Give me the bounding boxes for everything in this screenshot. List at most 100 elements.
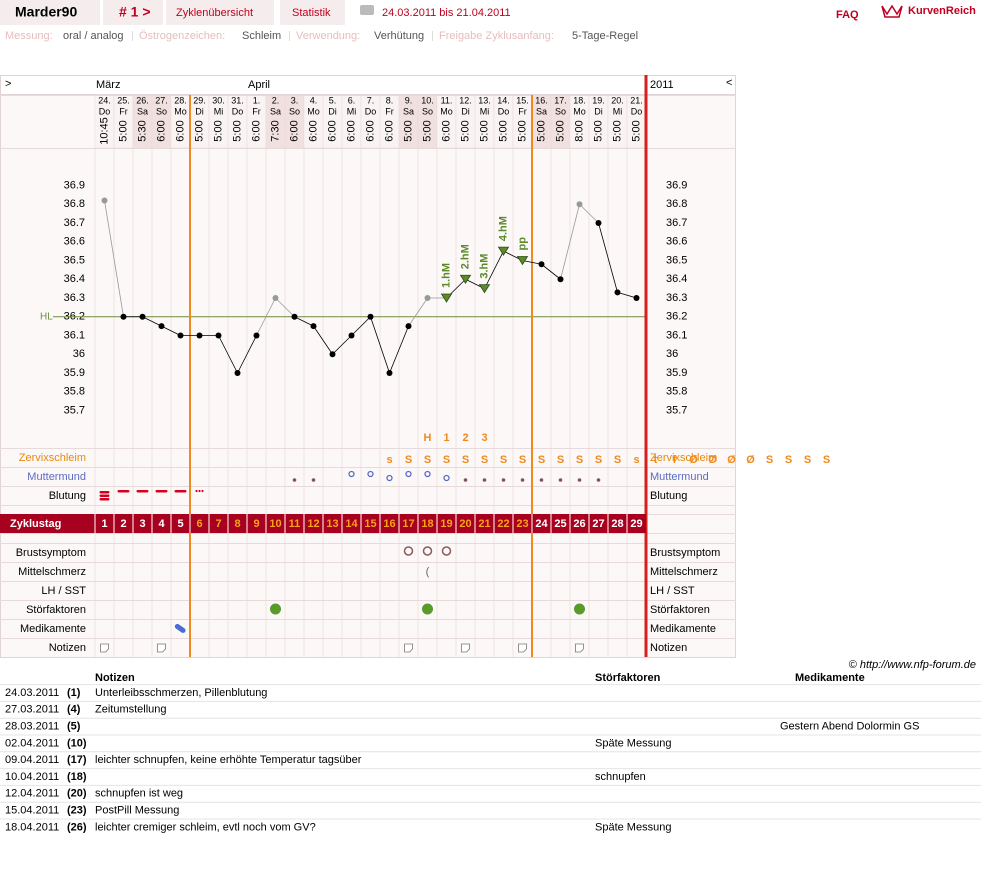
curve-segment (579, 203, 599, 224)
cycle-day: 10 (269, 518, 281, 530)
mucus-symbol: S (766, 454, 773, 466)
faq-link[interactable]: FAQ (836, 9, 859, 21)
note-icon[interactable] (100, 643, 109, 653)
setting-label: Östrogenzeichen: (139, 30, 225, 42)
copyright: © http://www.nfp-forum.de (849, 659, 976, 671)
table-cell: 15.04.2011 (5, 805, 59, 817)
table-cell: (20) (67, 788, 87, 800)
year: 2011 (650, 79, 674, 91)
day-weekday: Do (99, 106, 111, 116)
marker-triangle (459, 274, 472, 285)
cycle-day: 27 (592, 518, 604, 530)
note-icon[interactable] (157, 643, 166, 653)
cycle-day: 22 (497, 518, 509, 530)
setting-value: Verhütung (374, 30, 424, 42)
temperature-point (595, 220, 602, 226)
day-date: 6. (348, 95, 356, 105)
row-label: Medikamente (20, 623, 86, 635)
note-icon[interactable] (518, 643, 527, 653)
note-icon[interactable] (404, 643, 413, 653)
table-cell: schnupfen ist weg (95, 788, 183, 800)
day-time: 5:00 (459, 120, 471, 141)
cycle-day: 23 (516, 518, 528, 530)
cycle-day: 11 (289, 518, 301, 530)
cycle-nav[interactable]: # 1 > (119, 4, 151, 20)
notes-table: Notizen Störfaktoren Medikamente 24.03.2011… (0, 672, 981, 833)
separator (432, 31, 433, 41)
row-label-right: Medikamente (650, 623, 716, 635)
mucus-symbol: S (785, 454, 792, 466)
cervix-symbol (348, 470, 355, 478)
curve-segment (617, 291, 637, 299)
month-label: März (96, 79, 120, 91)
mucus-symbol: S (557, 454, 564, 466)
mucus-symbol: Ø (708, 454, 717, 466)
day-weekday: Di (328, 106, 337, 116)
mucus-symbol: S (405, 454, 412, 466)
user-name: Marder90 (15, 4, 77, 20)
day-date: 19. (592, 95, 605, 105)
cervix-symbol (577, 478, 582, 482)
month-label: April (248, 79, 270, 91)
cycle-day: 3 (139, 518, 145, 530)
day-weekday: Do (232, 106, 244, 116)
note-icon[interactable] (461, 643, 470, 653)
cycle-day: 21 (478, 518, 490, 530)
table-cell: schnupfen (595, 771, 646, 783)
day-date: 11. (441, 95, 453, 105)
table-cell: (4) (67, 704, 81, 716)
y-tick-label-right: 36.9 (666, 179, 687, 191)
tab-box[interactable] (166, 0, 274, 25)
day-weekday: Sa (536, 106, 547, 116)
day-weekday: Mi (347, 106, 357, 116)
curve-segment (161, 325, 181, 336)
table-cell: 28.03.2011 (5, 721, 59, 733)
day-time: 6:00 (250, 120, 262, 141)
nav-prev[interactable]: > (5, 78, 11, 90)
y-tick-label: 35.7 (64, 404, 85, 416)
row-label: Muttermund (27, 471, 86, 483)
nav-next[interactable]: < (726, 77, 732, 89)
day-date: 20. (611, 95, 624, 105)
tab[interactable]: Zyklenübersicht (176, 7, 253, 19)
note-icon[interactable] (575, 643, 584, 653)
curve-segment (332, 335, 352, 355)
curve-segment (313, 325, 333, 355)
setting-value: oral / analog (63, 30, 124, 42)
marker-triangle (497, 246, 510, 256)
day-date: 18. (573, 95, 586, 105)
breast-icon (441, 546, 452, 556)
tab-box[interactable] (280, 0, 345, 25)
cervix-symbol (424, 470, 431, 478)
row-label-right: Muttermund (650, 471, 709, 483)
brand[interactable]: KurvenReich (908, 5, 976, 17)
mucus-symbol: S (443, 454, 450, 466)
day-weekday: Fr (119, 106, 128, 116)
cervix-symbol (311, 478, 316, 482)
print-icon[interactable] (360, 5, 374, 15)
day-date: 9. (405, 95, 413, 105)
day-time: 5:30 (136, 120, 148, 141)
mucus-symbol: Ø (746, 454, 755, 466)
mucus-symbol: s (386, 454, 392, 466)
y-tick-label: 35.9 (64, 367, 85, 379)
mucus-symbol: S (500, 454, 507, 466)
cervix-symbol (386, 474, 393, 482)
cycle-day: 24 (535, 518, 548, 530)
bleeding-mark (99, 498, 110, 501)
tab[interactable]: Statistik (292, 7, 331, 19)
cycle-day: 2 (120, 518, 126, 530)
curve-segment (560, 204, 580, 280)
day-date: 14. (497, 95, 510, 105)
brand-icon (881, 4, 903, 18)
mucus-symbol: S (823, 454, 830, 466)
disturb-icon (574, 603, 585, 615)
table-cell: 27.03.2011 (5, 704, 59, 716)
day-time: 6:00 (174, 120, 186, 141)
curve-segment (370, 316, 390, 374)
day-time: 8:00 (573, 120, 585, 141)
setting-label: Freigabe Zyklusanfang: (439, 30, 554, 42)
day-time: 5:00 (478, 120, 490, 141)
cycle-day: 9 (253, 518, 259, 530)
table-cell: (1) (67, 687, 81, 699)
